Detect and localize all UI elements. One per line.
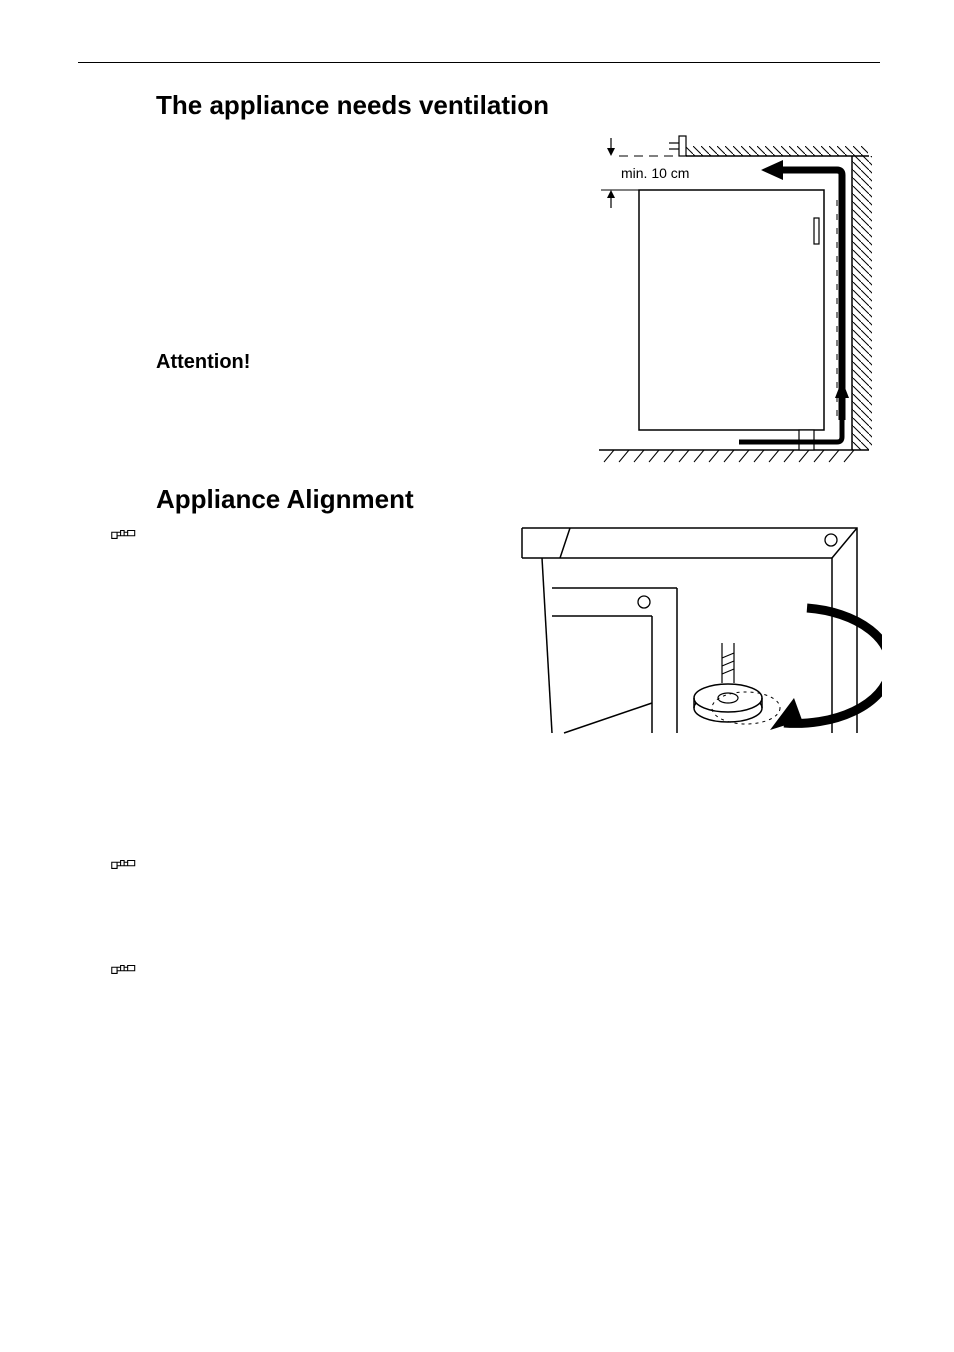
door-handle (814, 218, 819, 244)
ceiling-vent (669, 136, 686, 156)
floor-hatch (599, 450, 869, 462)
ceiling-hatch (686, 146, 868, 156)
hinge-hole-outer (825, 534, 837, 546)
heading-ventilation: The appliance needs ventilation (156, 90, 880, 121)
note-icon (110, 855, 140, 878)
appliance-body (639, 190, 824, 430)
gap-label: min. 10 cm (621, 165, 689, 181)
levelling-foot (694, 643, 762, 722)
hinge-hole-inner (638, 596, 650, 608)
figure-ventilation: min. 10 cm (589, 130, 882, 465)
wall-hatch (852, 156, 872, 450)
note-icon (110, 960, 140, 983)
figure-levelling-foot (502, 498, 882, 778)
door-gap (542, 558, 552, 733)
note-icon (110, 525, 140, 548)
page-top-rule (78, 62, 880, 63)
rotation-arrow (770, 608, 882, 730)
